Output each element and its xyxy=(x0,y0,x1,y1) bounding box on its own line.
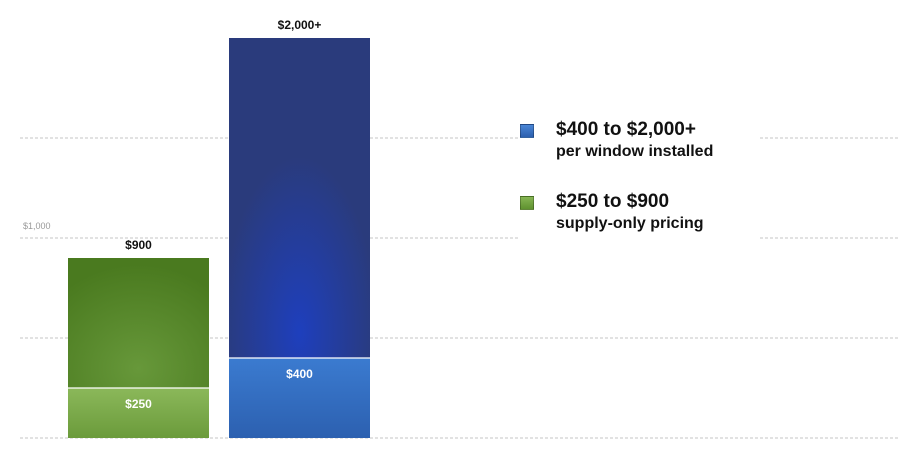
value-label-low-installed: $400 xyxy=(286,367,313,381)
legend-swatch-installed xyxy=(520,124,534,138)
legend-swatch-supply-only xyxy=(520,196,534,210)
legend-title-installed: $400 to $2,000+ xyxy=(556,119,696,140)
value-label-high-supply-only: $900 xyxy=(125,238,152,252)
y-tick-label: $1,000 xyxy=(23,221,51,231)
legend-item-supply-only: $250 to $900 supply-only pricing xyxy=(520,190,760,234)
legend-title-supply-only: $250 to $900 xyxy=(556,191,670,212)
bar-high-segment-installed xyxy=(229,38,370,358)
bar-high-segment-supply-only xyxy=(68,258,209,388)
legend: $400 to $2,000+ per window installed $25… xyxy=(520,118,760,262)
legend-item-installed: $400 to $2,000+ per window installed xyxy=(520,118,760,162)
value-labels: $900 $250 $2,000+ $400 xyxy=(125,18,321,411)
bar-low-segment-supply-only xyxy=(68,388,209,438)
y-axis-ticks: $1,000 xyxy=(23,221,51,231)
bars xyxy=(68,38,370,438)
legend-subtitle-supply-only: supply-only pricing xyxy=(556,215,704,232)
value-label-high-installed: $2,000+ xyxy=(278,18,322,32)
legend-subtitle-installed: per window installed xyxy=(556,143,714,160)
value-label-low-supply-only: $250 xyxy=(125,397,152,411)
bar-low-segment-installed xyxy=(229,358,370,438)
